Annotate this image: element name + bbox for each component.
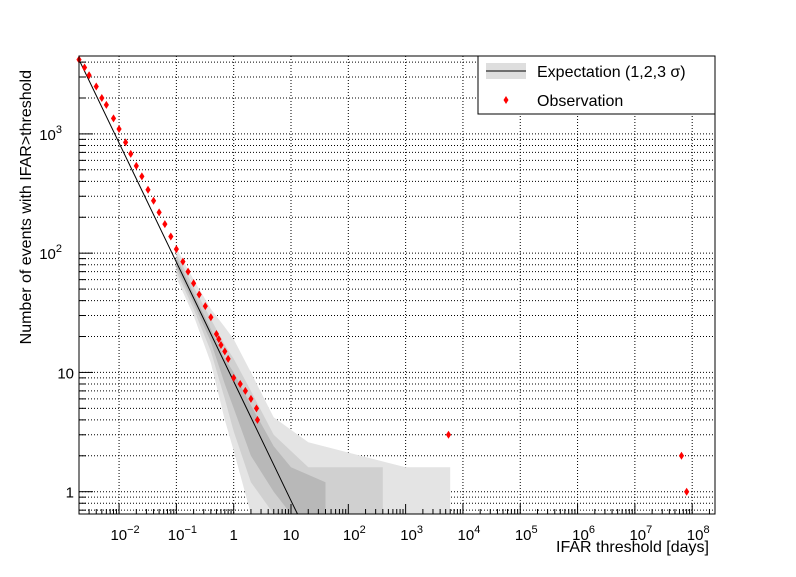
observation-point-11 bbox=[139, 172, 145, 181]
x-tick-label-2: 1 bbox=[230, 527, 238, 544]
y-tick-label-1: 10 bbox=[57, 365, 74, 382]
observation-point-7 bbox=[116, 124, 122, 133]
observation-point-10 bbox=[133, 161, 139, 170]
legend-observation-label: Observation bbox=[537, 93, 623, 110]
observation-point-15 bbox=[162, 220, 168, 229]
x-tick-label-3: 10 bbox=[283, 527, 300, 544]
observation-point-24 bbox=[213, 329, 220, 338]
observation-points-layer bbox=[76, 55, 690, 496]
tick-label-layer: 10−2 10−1 1 10 102 103 104 105 106 107 108 1 10 102 10… bbox=[39, 124, 709, 544]
observation-point-36 bbox=[678, 451, 685, 460]
observation-point-19 bbox=[185, 267, 191, 276]
observation-point-30 bbox=[237, 379, 243, 388]
observation-point-32 bbox=[248, 394, 254, 403]
observation-point-35 bbox=[445, 430, 452, 439]
y-tick-label-3: 103 bbox=[39, 124, 62, 144]
observation-point-34 bbox=[254, 415, 261, 424]
expectation-band-1sigma bbox=[176, 257, 326, 514]
axis-layer bbox=[78, 55, 716, 515]
legend: Expectation (1,2,3 σ) Observation bbox=[477, 55, 716, 115]
observation-point-27 bbox=[222, 347, 228, 356]
observation-point-25 bbox=[216, 335, 222, 344]
observation-point-20 bbox=[191, 279, 197, 288]
observation-point-23 bbox=[208, 313, 214, 322]
observation-point-5 bbox=[103, 100, 109, 109]
legend-box bbox=[477, 55, 716, 115]
observation-point-21 bbox=[196, 290, 202, 299]
observation-point-26 bbox=[218, 340, 224, 349]
observation-point-17 bbox=[173, 245, 179, 254]
observation-point-37 bbox=[684, 487, 690, 496]
x-tick-label-4: 102 bbox=[343, 524, 366, 544]
legend-observation-marker bbox=[503, 96, 509, 104]
x-tick-label-0: 10−2 bbox=[110, 524, 139, 544]
observation-point-4 bbox=[99, 94, 105, 103]
observation-point-29 bbox=[231, 373, 237, 382]
observation-point-3 bbox=[93, 82, 99, 91]
observation-point-6 bbox=[110, 114, 117, 123]
x-tick-label-10: 108 bbox=[687, 524, 710, 544]
y-axis-label: Number of events with IFAR>threshold bbox=[18, 70, 35, 344]
x-tick-label-1: 10−1 bbox=[168, 524, 197, 544]
grid-layer bbox=[79, 56, 715, 514]
x-tick-label-5: 103 bbox=[400, 524, 423, 544]
x-tick-label-6: 104 bbox=[458, 524, 481, 544]
x-tick-label-7: 105 bbox=[515, 524, 538, 544]
observation-point-18 bbox=[180, 257, 186, 266]
x-tick-label-8: 106 bbox=[572, 524, 595, 544]
observation-point-8 bbox=[122, 138, 129, 147]
observation-point-28 bbox=[225, 354, 231, 363]
observation-point-12 bbox=[145, 185, 151, 194]
expectation-band-layer bbox=[176, 248, 451, 514]
y-tick-label-2: 102 bbox=[39, 243, 62, 263]
observation-point-9 bbox=[128, 149, 134, 158]
observation-point-16 bbox=[168, 232, 174, 241]
observation-point-33 bbox=[253, 404, 260, 413]
observation-point-31 bbox=[242, 386, 248, 395]
observation-point-14 bbox=[156, 208, 162, 217]
observation-point-2 bbox=[86, 71, 92, 80]
observation-point-13 bbox=[150, 196, 157, 205]
x-tick-label-9: 107 bbox=[629, 524, 652, 544]
y-tick-label-0: 1 bbox=[66, 485, 74, 502]
observation-point-1 bbox=[81, 63, 88, 72]
observation-point-22 bbox=[202, 302, 208, 311]
x-axis-label: IFAR threshold [days] bbox=[556, 539, 709, 556]
legend-expectation-label: Expectation (1,2,3 σ) bbox=[537, 64, 686, 81]
